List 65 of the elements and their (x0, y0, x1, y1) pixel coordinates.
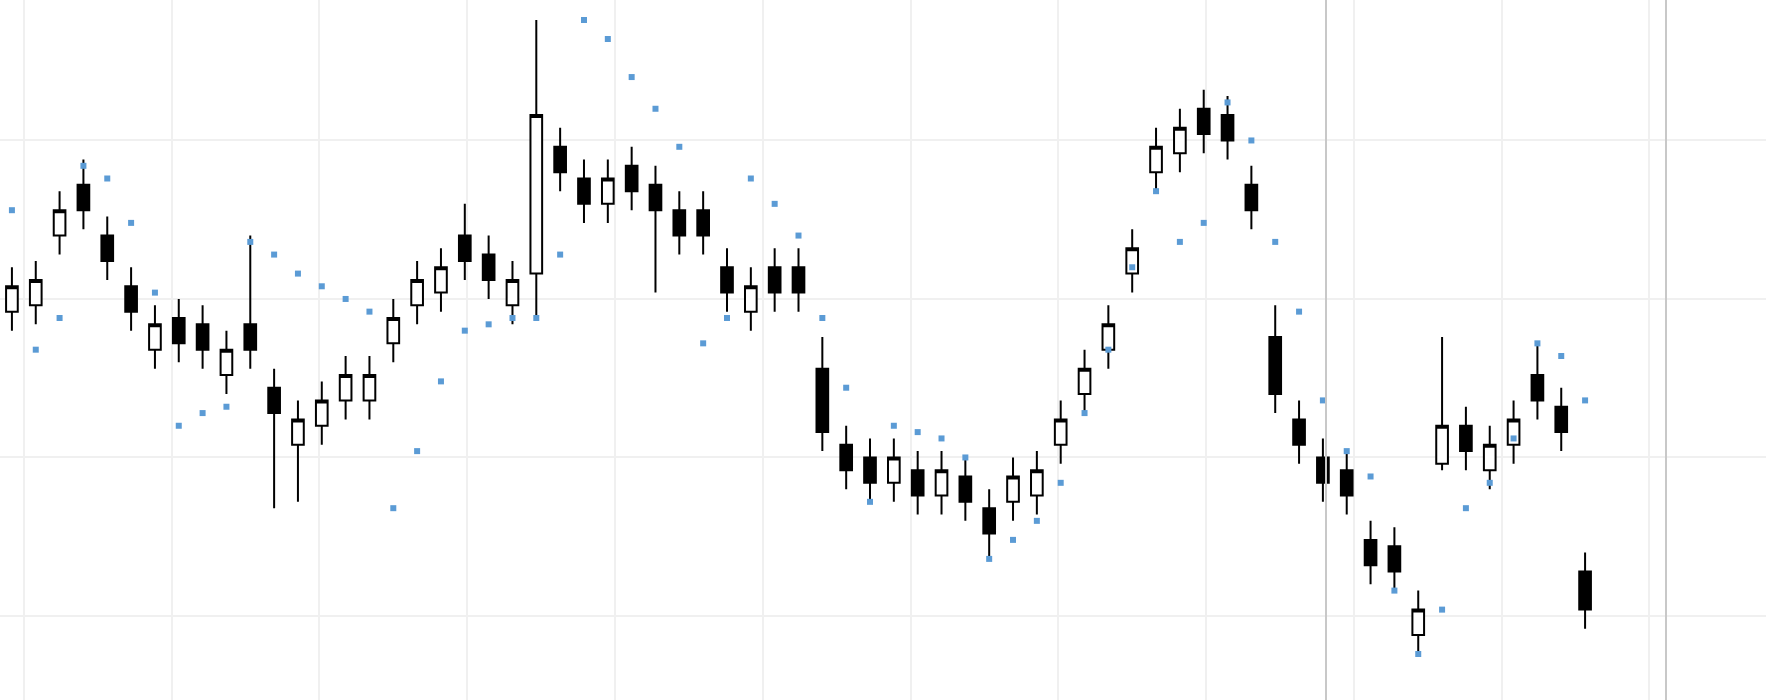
candlestick (481, 234, 496, 300)
candlestick (1339, 450, 1354, 516)
candlestick (1125, 228, 1140, 294)
candlestick (1411, 589, 1426, 655)
candlestick (1268, 304, 1283, 415)
candlestick (1030, 450, 1044, 516)
candlestick (839, 424, 854, 491)
candlestick (1435, 336, 1449, 472)
candlestick (1578, 551, 1592, 630)
candlestick (1459, 405, 1473, 472)
candlestick (386, 297, 401, 364)
candlestick (505, 259, 520, 326)
candlestick (672, 190, 687, 256)
candlestick (600, 158, 615, 224)
candlestick (338, 355, 353, 421)
candlestick (887, 437, 901, 503)
candlestick (1387, 526, 1402, 592)
candlestick (1363, 519, 1378, 586)
candlestick (1554, 386, 1569, 453)
candlestick (529, 19, 544, 319)
candlestick (434, 247, 448, 313)
candlestick (410, 259, 424, 326)
candlestick (791, 247, 806, 313)
candlestick (1077, 348, 1092, 415)
candlestick (76, 158, 91, 231)
candlestick (314, 380, 329, 446)
candlestick (171, 297, 186, 364)
candlestick (910, 450, 925, 516)
candlestick (1173, 107, 1187, 174)
candlestick (148, 304, 162, 370)
candlestick (1196, 88, 1211, 155)
candlestick (1482, 424, 1497, 491)
candlestick (1101, 304, 1116, 370)
candlestick (624, 145, 639, 212)
candlestick (815, 336, 830, 453)
candlestick (1530, 342, 1545, 421)
candlestick (5, 266, 19, 332)
candlestick (28, 259, 43, 326)
candlestick (720, 247, 734, 313)
candlestick (744, 266, 758, 332)
candlestick (767, 247, 782, 313)
candlestick (648, 164, 663, 294)
candlestick (100, 215, 115, 281)
candlestick (457, 202, 472, 281)
candlestick (1292, 399, 1306, 465)
candlestick (124, 266, 138, 332)
candlestick (1149, 126, 1163, 193)
candlestick (291, 399, 305, 503)
candlestick (982, 488, 997, 560)
candlestick (52, 190, 67, 256)
candlestick (1244, 164, 1259, 231)
candlestick (362, 355, 377, 421)
candlestick (1220, 95, 1235, 161)
candlestick (267, 367, 281, 510)
candlestick (934, 450, 949, 516)
candlestick (195, 304, 210, 370)
candlestick (696, 190, 710, 256)
candlestick (553, 126, 567, 193)
candlestick (219, 329, 234, 396)
candlestick (243, 234, 258, 370)
candlestick (577, 158, 591, 224)
candlestick (1006, 456, 1020, 522)
candlestick (1053, 399, 1068, 465)
candlestick (958, 456, 973, 522)
candlestick (863, 437, 877, 503)
